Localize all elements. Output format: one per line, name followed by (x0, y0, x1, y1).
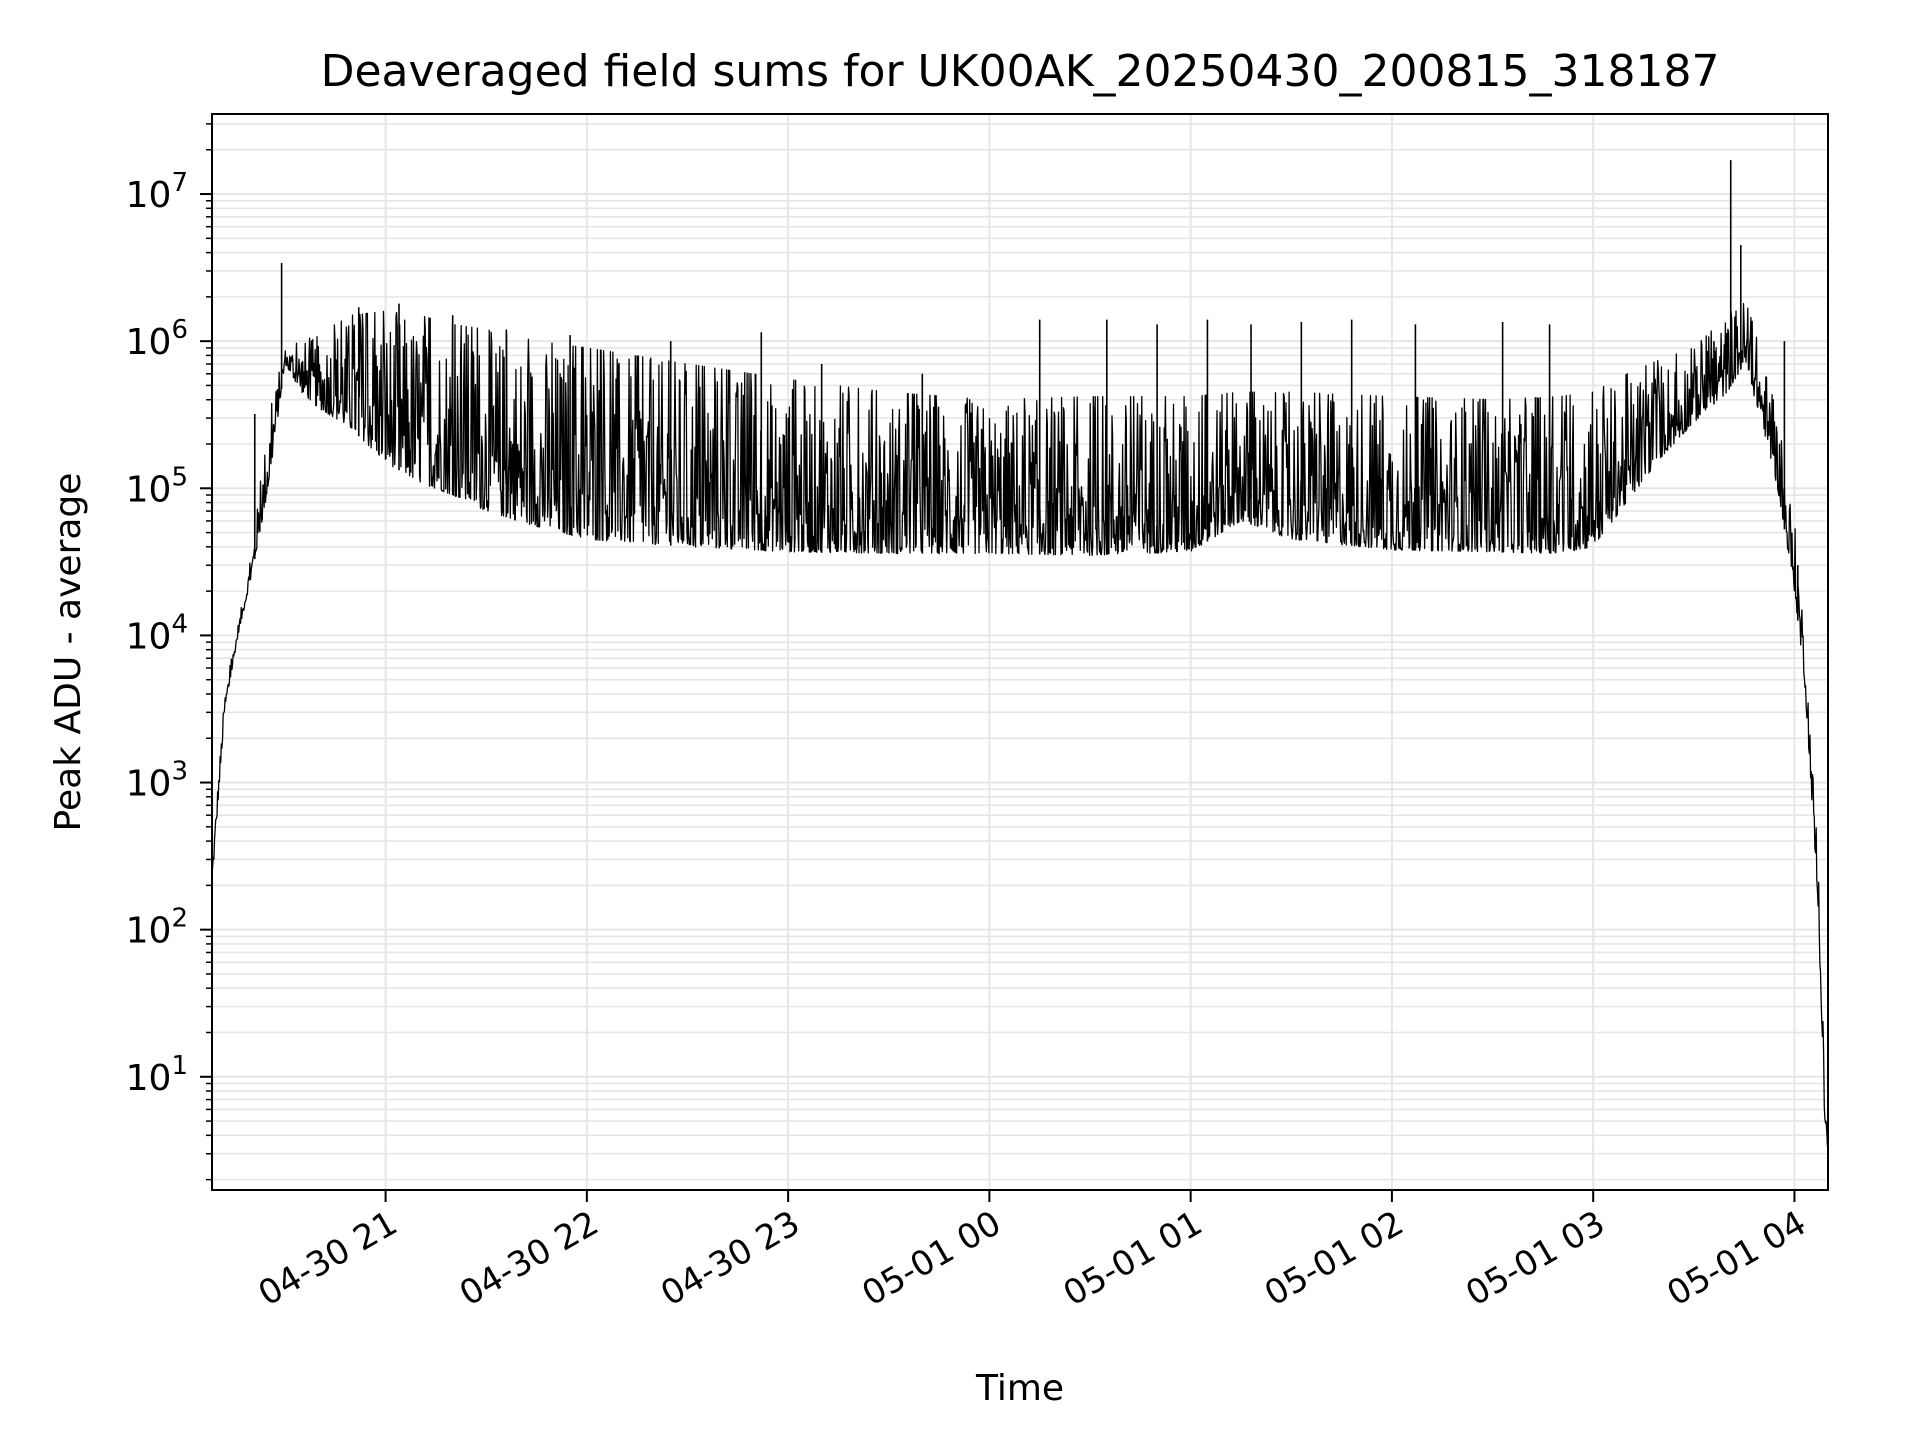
y-tick-label: 107 (126, 168, 188, 216)
x-axis-label: Time (975, 1368, 1064, 1409)
series-layer (211, 160, 1829, 1149)
plot-frame (211, 113, 1829, 1191)
y-tick-label: 105 (126, 462, 188, 510)
y-tick-label: 103 (126, 757, 188, 805)
chart-title: Deaveraged field sums for UK00AK_2025043… (321, 46, 1720, 97)
grid (212, 114, 1828, 1190)
y-tick-label: 102 (126, 904, 188, 952)
y-axis: 101 102 103 104 105 106 107 (126, 123, 212, 1181)
series-line-0 (211, 302, 1829, 1149)
y-axis-label: Peak ADU - average (48, 473, 89, 832)
y-tick-label: 106 (126, 315, 188, 363)
y-tick-label: 101 (126, 1051, 188, 1099)
y-tick-label: 104 (126, 609, 188, 657)
